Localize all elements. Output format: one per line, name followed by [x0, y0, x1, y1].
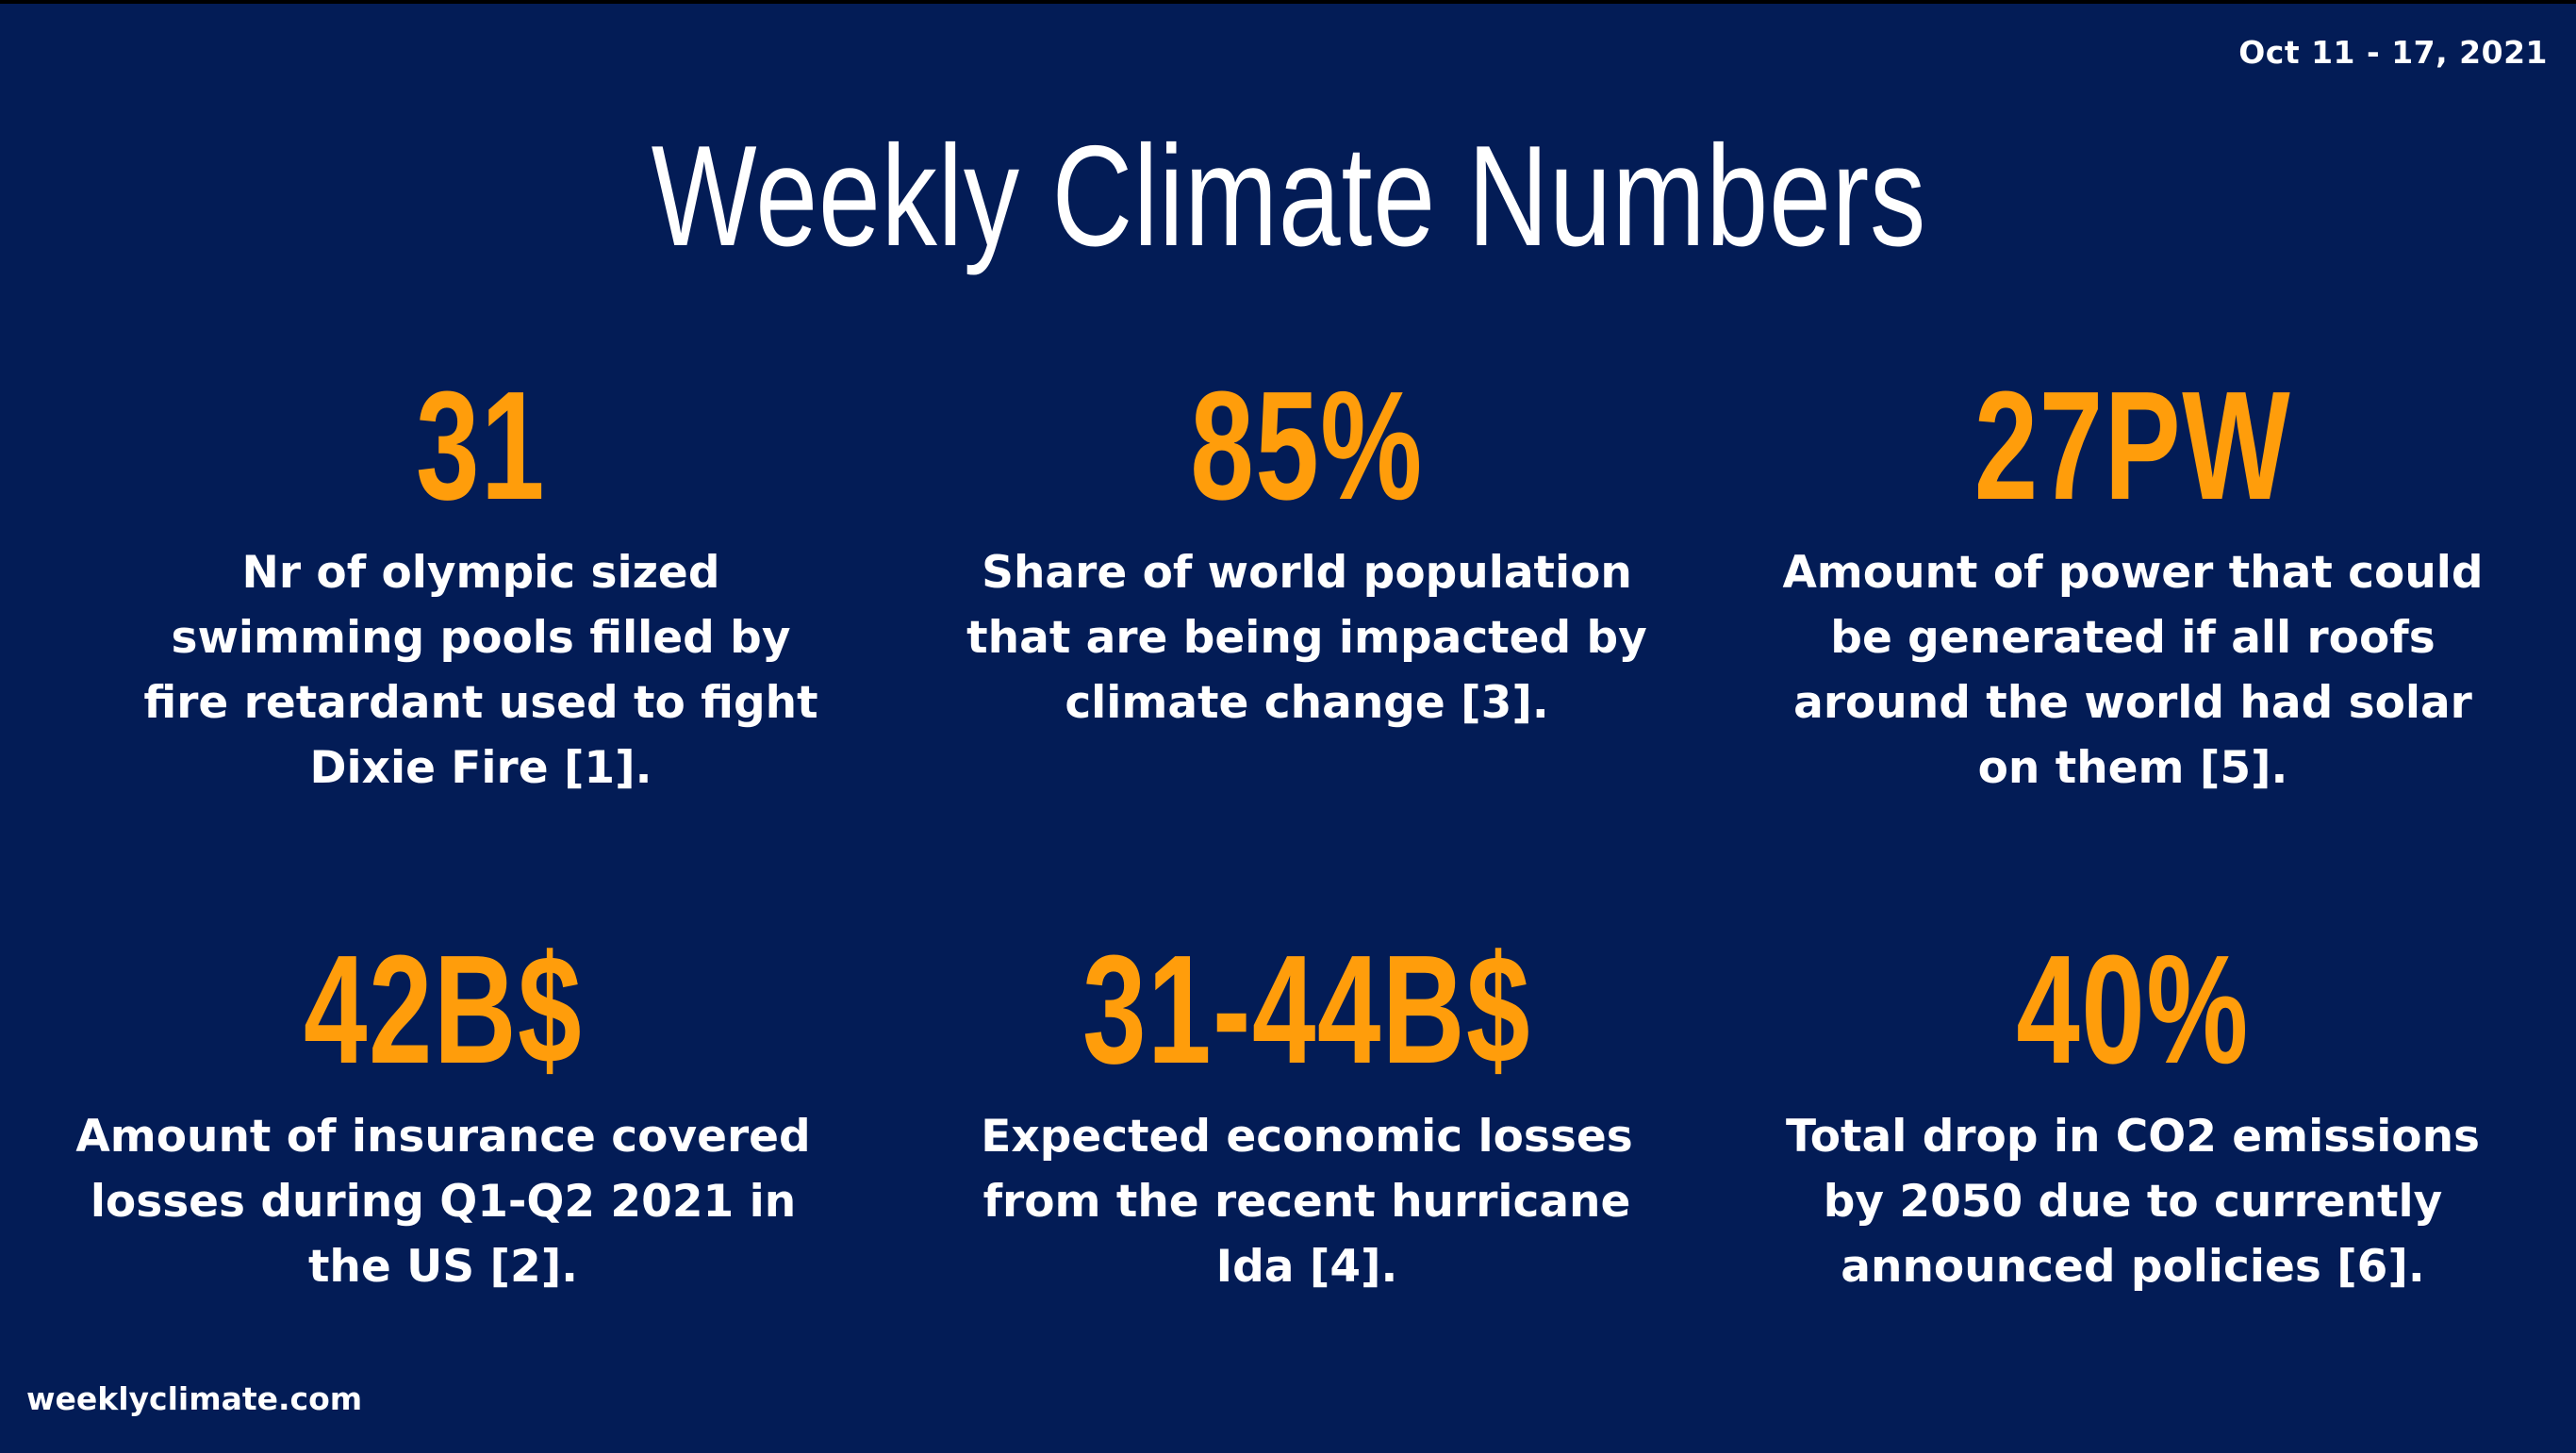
stat-description: Expected economic losses from the recent… [981, 1111, 1633, 1293]
stat-value: 40% [2016, 923, 2250, 1096]
stat-description: Amount of insurance covered losses durin… [75, 1111, 811, 1293]
footer-website: weeklyclimate.com [26, 1380, 363, 1417]
stat-description: Share of world population that are being… [966, 547, 1647, 729]
stat-value: 27PW [1973, 359, 2292, 532]
stat-card: 85% Share of world population that are b… [901, 366, 1712, 735]
stat-card: 42B$ Amount of insurance covered losses … [38, 930, 849, 1299]
page-title: Weekly Climate Numbers [651, 116, 1927, 276]
stat-card: 27PW Amount of power that could be gener… [1727, 366, 2538, 801]
stat-card: 40% Total drop in CO2 emissions by 2050 … [1727, 930, 2538, 1299]
stat-value: 31-44B$ [1082, 923, 1531, 1096]
stat-card: 31-44B$ Expected economic losses from th… [901, 930, 1712, 1299]
stat-value: 85% [1190, 359, 1424, 532]
stat-description: Total drop in CO2 emissions by 2050 due … [1785, 1111, 2481, 1293]
date-range: Oct 11 - 17, 2021 [2238, 34, 2548, 71]
stat-card: 31 Nr of olympic sized swimming pools fi… [75, 366, 886, 801]
top-border [0, 0, 2576, 4]
stat-description: Nr of olympic sized swimming pools fille… [143, 547, 818, 794]
stat-value: 42B$ [303, 923, 584, 1096]
stat-value: 31 [416, 359, 546, 532]
stat-description: Amount of power that could be generated … [1782, 547, 2484, 794]
